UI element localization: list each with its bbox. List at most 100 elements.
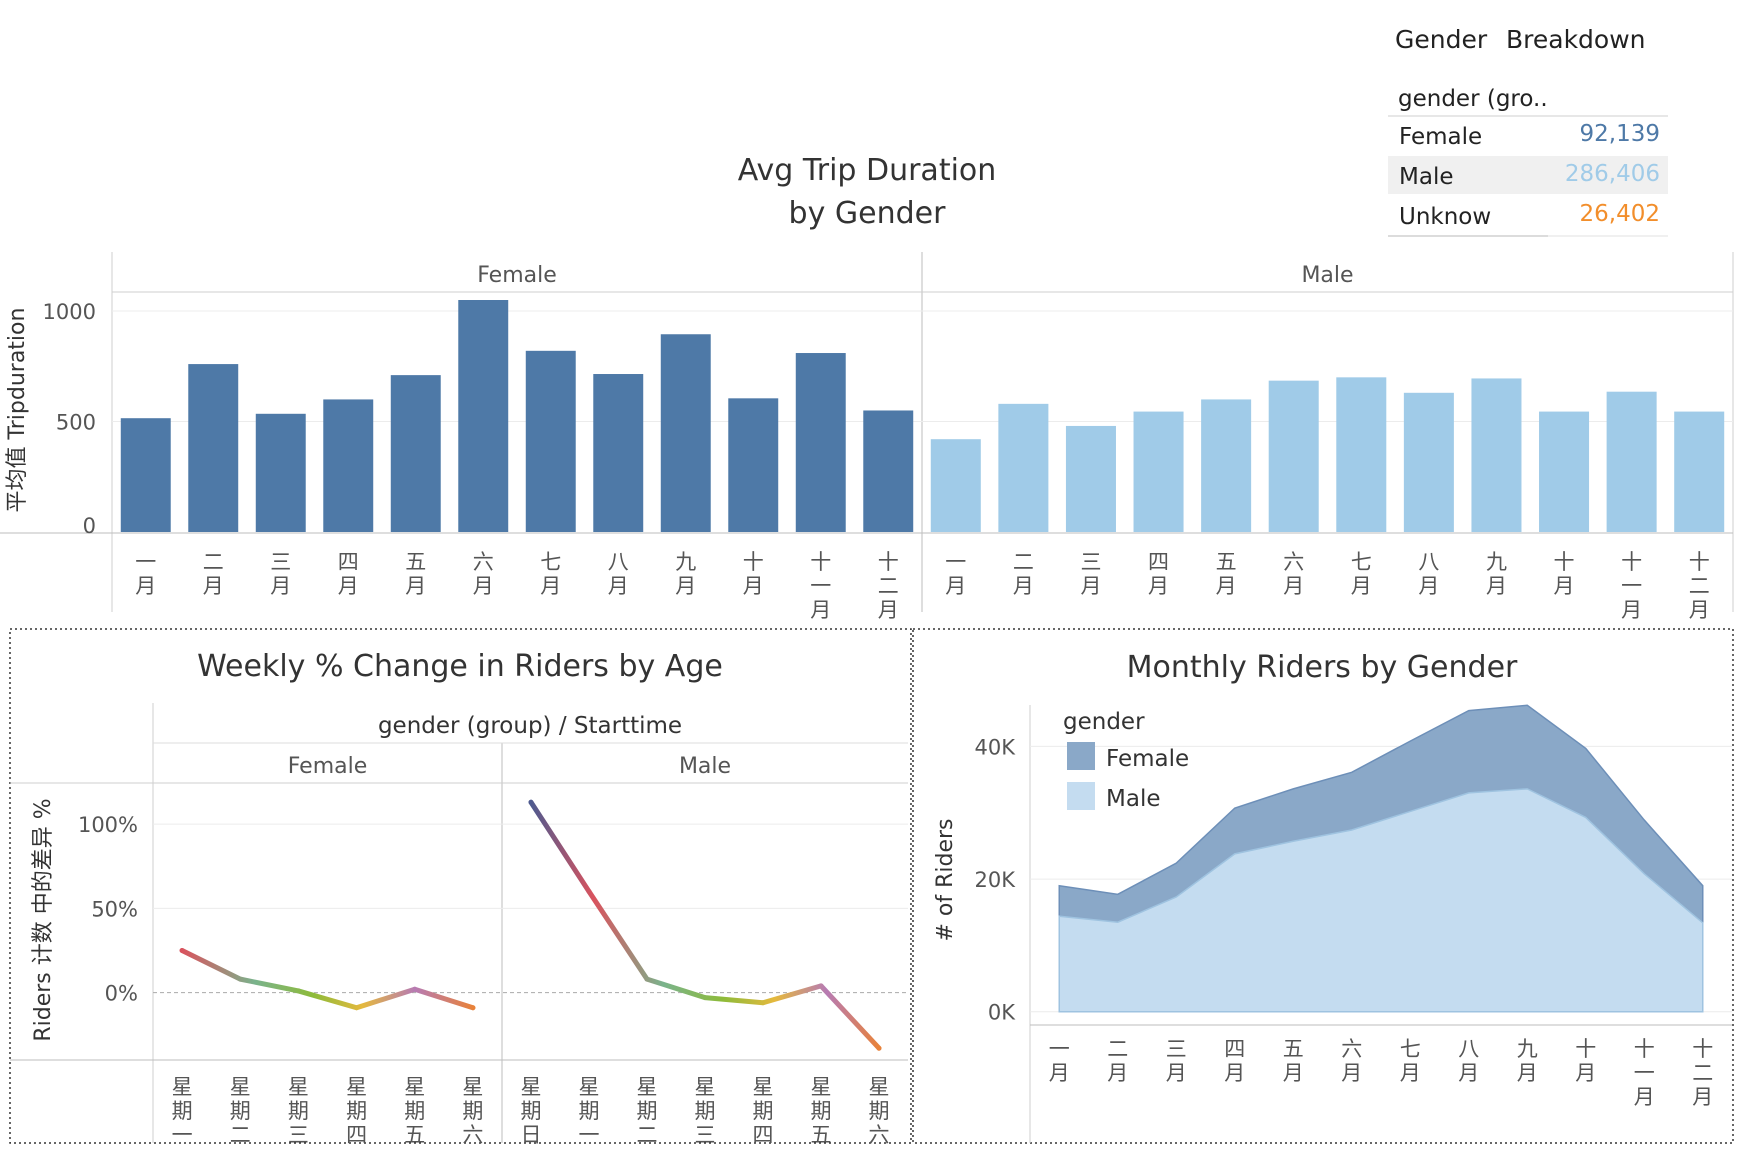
- bar-female-10: [728, 398, 779, 532]
- avg-trip-x-tick: 一月: [135, 550, 156, 598]
- bar-male-9: [1471, 378, 1522, 532]
- monthly-x-tick: 五月: [1283, 1037, 1304, 1085]
- bar-female-12: [863, 410, 914, 532]
- bar-male-8: [1403, 392, 1454, 532]
- bar-female-9: [660, 334, 711, 532]
- weekly-change-y-axis-label: Riders 计数 中的差异 %: [31, 798, 56, 1041]
- bar-male-2: [998, 403, 1049, 532]
- avg-trip-x-tick: 七月: [540, 550, 561, 598]
- avg-trip-x-tick: 五月: [405, 550, 426, 598]
- weekly-x-tick: 星期五: [404, 1075, 425, 1147]
- bar-female-11: [795, 353, 846, 532]
- weekly-x-tick: 星期一: [172, 1075, 193, 1147]
- bar-female-1: [120, 418, 171, 532]
- monthly-riders-title: Monthly Riders by Gender: [1127, 650, 1518, 685]
- avg-trip-title-line1: Avg Trip Duration: [738, 153, 997, 188]
- breakdown-label-female: Female: [1399, 124, 1482, 150]
- monthly-x-tick: 七月: [1400, 1037, 1421, 1085]
- bar-male-5: [1201, 399, 1252, 532]
- avg-trip-x-tick: 四月: [338, 550, 359, 598]
- weekly-x-tick: 星期三: [288, 1075, 309, 1147]
- monthly-y-tick: 40K: [975, 735, 1017, 759]
- breakdown-column-header: gender (gro..: [1398, 86, 1548, 112]
- monthly-x-tick: 四月: [1224, 1037, 1245, 1085]
- breakdown-value-unknow: 26,402: [1580, 201, 1660, 227]
- weekly-panel-header-male: Male: [679, 754, 731, 779]
- weekly-x-tick: 星期二: [637, 1075, 658, 1147]
- bar-female-3: [255, 413, 306, 532]
- avg-trip-x-tick: 七月: [1351, 550, 1372, 598]
- area-male: [1058, 788, 1704, 1013]
- weekly-x-tick: 星期二: [230, 1075, 251, 1147]
- weekly-line-male: [528, 799, 882, 1051]
- bar-male-11: [1606, 391, 1657, 532]
- weekly-panel-header-female: Female: [288, 754, 368, 779]
- weekly-change-title: Weekly % Change in Riders by Age: [197, 649, 723, 684]
- avg-trip-panel-header-female: Female: [477, 263, 557, 288]
- weekly-point-female-3: [295, 988, 301, 994]
- breakdown-value-male: 286,406: [1565, 161, 1660, 187]
- weekly-point-male-4: [702, 995, 708, 1001]
- avg-trip-x-tick: 六月: [1283, 550, 1304, 598]
- weekly-point-male-2: [586, 889, 592, 895]
- weekly-point-male-6: [818, 983, 824, 989]
- weekly-x-tick: 星期四: [346, 1075, 367, 1147]
- weekly-point-male-5: [760, 1000, 766, 1006]
- weekly-y-tick: 0%: [105, 982, 138, 1006]
- monthly-riders-y-axis-label: # of Riders: [933, 818, 958, 941]
- gender-breakdown-table: Gender Breakdown gender (gro.. Female 92,…: [1388, 25, 1668, 237]
- monthly-x-tick: 十月: [1575, 1037, 1596, 1085]
- avg-trip-y-tick: 500: [56, 411, 96, 435]
- legend-title: gender: [1063, 709, 1145, 735]
- weekly-x-tick: 星期四: [753, 1075, 774, 1147]
- avg-trip-title-line2: by Gender: [789, 196, 947, 231]
- avg-trip-x-tick: 八月: [1418, 550, 1439, 598]
- bar-male-6: [1268, 380, 1319, 532]
- bar-female-8: [593, 374, 644, 532]
- avg-trip-x-tick: 四月: [1148, 550, 1169, 598]
- avg-trip-x-tick: 十月: [1554, 550, 1575, 598]
- bar-female-6: [458, 300, 509, 532]
- avg-trip-x-tick: 二月: [1013, 550, 1034, 598]
- weekly-x-tick: 星期日: [521, 1075, 542, 1147]
- bar-male-3: [1065, 425, 1116, 532]
- monthly-x-tick: 十一月: [1634, 1037, 1655, 1109]
- avg-trip-x-tick: 六月: [473, 550, 494, 598]
- bar-female-7: [525, 350, 576, 532]
- weekly-point-female-2: [237, 976, 243, 982]
- weekly-point-female-4: [354, 1005, 360, 1011]
- avg-trip-x-tick: 九月: [1486, 550, 1507, 598]
- avg-trip-plot: 05001000Female一月二月三月四月五月六月七月八月九月十月十一月十二月…: [0, 252, 1734, 622]
- monthly-riders-chart: Monthly Riders by Gender # of Riders 0K 2…: [912, 628, 1734, 1144]
- weekly-change-header: gender (group) / Starttime: [378, 713, 682, 739]
- weekly-point-male-1: [528, 799, 534, 805]
- avg-trip-panel-header-male: Male: [1301, 263, 1353, 288]
- avg-trip-x-tick: 十二月: [1689, 550, 1710, 622]
- bar-female-4: [323, 399, 374, 532]
- bar-male-12: [1674, 411, 1725, 532]
- monthly-x-tick: 十二月: [1692, 1037, 1713, 1109]
- legend-label-male: Male: [1106, 786, 1160, 812]
- bar-female-5: [390, 375, 441, 532]
- breakdown-value-female: 92,139: [1580, 121, 1660, 147]
- monthly-y-tick: 0K: [988, 1001, 1016, 1025]
- avg-trip-x-tick: 十一月: [810, 550, 831, 622]
- avg-trip-y-axis-label: 平均值 Tripduration: [5, 308, 30, 513]
- avg-trip-x-tick: 十一月: [1621, 550, 1642, 622]
- legend-label-female: Female: [1106, 746, 1189, 772]
- weekly-change-frame: [9, 628, 912, 1144]
- avg-trip-x-tick: 十月: [743, 550, 764, 598]
- weekly-x-tick: 星期三: [695, 1075, 716, 1147]
- avg-trip-x-tick: 二月: [203, 550, 224, 598]
- avg-trip-y-tick: 1000: [43, 300, 96, 324]
- avg-trip-x-tick: 三月: [1080, 550, 1101, 598]
- legend-swatch-male: [1067, 782, 1095, 810]
- monthly-riders-frame: [912, 628, 1734, 1144]
- monthly-y-tick: 20K: [975, 868, 1017, 892]
- monthly-x-tick: 三月: [1166, 1037, 1187, 1085]
- avg-trip-x-tick: 八月: [608, 550, 629, 598]
- avg-trip-duration-chart: Avg Trip Duration by Gender 平均值 Tripdura…: [0, 153, 1734, 622]
- avg-trip-x-tick: 一月: [945, 550, 966, 598]
- bar-female-2: [188, 364, 239, 532]
